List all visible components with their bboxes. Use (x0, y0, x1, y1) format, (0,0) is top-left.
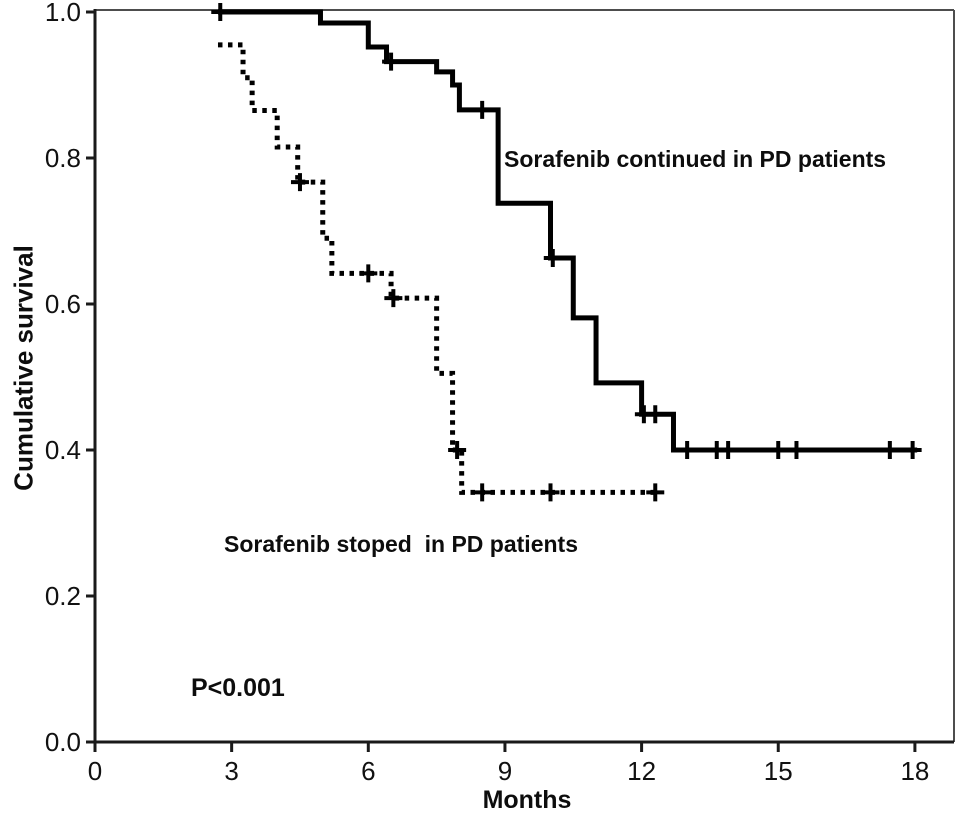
x-tick-label: 3 (224, 756, 238, 786)
censor-mark (787, 441, 806, 459)
censor-mark (448, 441, 467, 459)
curve-label-stopped: Sorafenib stoped in PD patients (224, 531, 578, 557)
censor-mark (646, 483, 665, 502)
censor-mark (880, 441, 899, 459)
x-tick-label: 0 (88, 756, 102, 786)
censor-mark (382, 52, 401, 71)
curve-label-continued: Sorafenib continued in PD patients (504, 146, 887, 172)
x-tick-label: 9 (498, 756, 512, 786)
x-axis-title: Months (482, 786, 572, 814)
x-tick-label: 18 (900, 756, 929, 786)
y-axis-title: Cumulative survival (8, 245, 39, 491)
censor-mark (541, 483, 560, 502)
censor-mark (769, 441, 788, 459)
x-tick-label: 6 (361, 756, 375, 786)
y-tick-label: 0.6 (45, 289, 81, 319)
censor-mark (473, 483, 492, 502)
y-tick-label: 1.0 (45, 0, 81, 27)
censor-mark (646, 405, 665, 424)
y-tick-label: 0.2 (45, 581, 81, 611)
km-curve-stopped (217, 42, 660, 495)
x-tick-label: 15 (764, 756, 793, 786)
censor-mark (384, 289, 403, 308)
censor-mark (290, 173, 309, 192)
y-tick-label: 0.4 (45, 435, 81, 465)
y-tick-label: 0.0 (45, 727, 81, 757)
p-value-text: P<0.001 (191, 674, 285, 702)
y-tick-label: 0.8 (45, 143, 81, 173)
censor-mark (719, 441, 738, 459)
censor-mark (678, 441, 697, 459)
censor-mark (543, 249, 562, 268)
censor-mark (359, 264, 378, 283)
censor-mark (473, 100, 492, 119)
x-tick-label: 12 (627, 756, 656, 786)
censor-mark (903, 441, 922, 459)
censor-mark (211, 3, 230, 21)
